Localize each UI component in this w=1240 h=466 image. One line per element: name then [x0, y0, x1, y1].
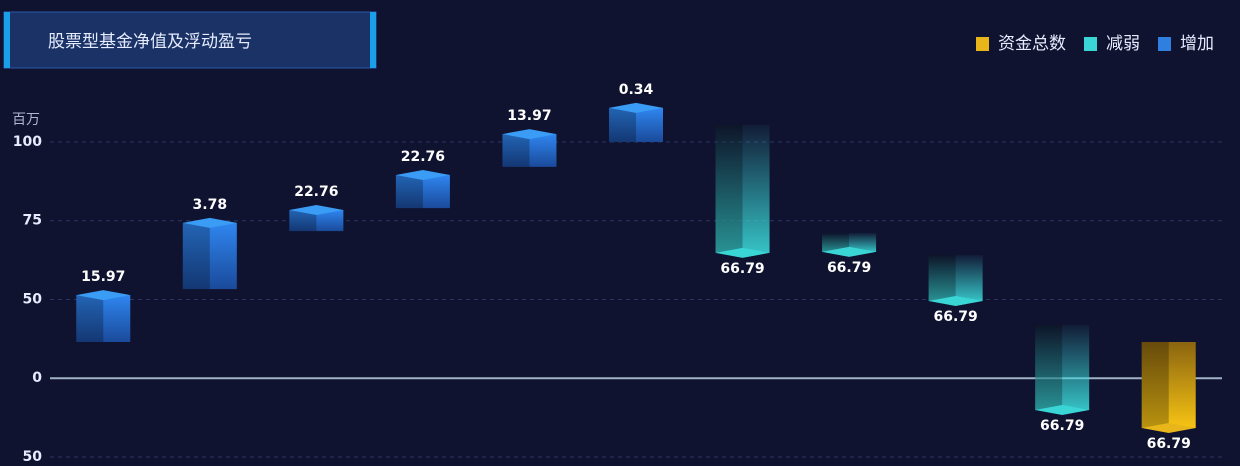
bar-shade — [928, 255, 956, 302]
bar-shade — [76, 295, 104, 343]
bar-shade — [502, 134, 530, 167]
bar-top — [289, 205, 344, 216]
legend-swatch — [976, 37, 989, 51]
y-tick-label: 50 — [23, 449, 43, 465]
bar-shade — [822, 233, 850, 252]
bar-shade — [1035, 324, 1063, 411]
bar-top — [609, 102, 663, 113]
chart-title: 股票型基金净值及浮动盈亏 — [48, 32, 252, 52]
bar-shade — [395, 175, 423, 209]
bar — [609, 107, 663, 142]
data-label: 66.79 — [1040, 418, 1084, 434]
legend-label: 资金总数 — [998, 34, 1066, 54]
y-tick-label: 50 — [23, 291, 43, 307]
bar-bottom — [1141, 423, 1196, 434]
bar-shade — [182, 222, 210, 290]
legend-label: 增加 — [1180, 34, 1214, 54]
bar — [715, 124, 770, 253]
bar — [182, 222, 237, 290]
y-unit: 百万 — [12, 112, 40, 128]
bar — [1035, 324, 1090, 411]
bar — [1141, 342, 1196, 429]
bar — [822, 233, 877, 252]
y-tick-label: 75 — [23, 213, 42, 229]
data-label: 66.79 — [827, 260, 871, 276]
data-label: 66.79 — [1147, 436, 1191, 452]
bar-bottom — [928, 296, 983, 307]
data-label: 22.76 — [401, 149, 445, 165]
y-tick-label: 0 — [32, 370, 42, 386]
bar-shade — [1141, 342, 1169, 429]
bar-top — [502, 129, 557, 140]
y-tick-label: 100 — [13, 134, 42, 150]
bar-top — [182, 217, 237, 228]
bar-shade — [289, 210, 317, 232]
legend-swatch — [1158, 37, 1171, 51]
data-label: 0.34 — [619, 82, 654, 98]
bar-bottom — [715, 247, 770, 258]
bar — [502, 134, 557, 167]
bar-top — [395, 170, 450, 181]
bar — [76, 295, 131, 343]
data-label: 66.79 — [933, 309, 977, 325]
bar-shade — [609, 107, 636, 142]
data-label: 3.78 — [193, 197, 228, 213]
bar — [289, 210, 344, 232]
bar-bottom — [1035, 405, 1090, 416]
title-accent — [370, 12, 376, 68]
data-label: 66.79 — [720, 261, 764, 277]
data-label: 13.97 — [507, 108, 551, 124]
bar — [395, 175, 450, 209]
legend-label: 减弱 — [1106, 34, 1140, 54]
data-label: 22.76 — [294, 184, 338, 200]
data-label: 15.97 — [81, 269, 125, 285]
title-accent — [4, 12, 10, 68]
title-box — [3, 11, 377, 69]
bar-shade — [715, 124, 743, 253]
legend-swatch — [1084, 37, 1097, 51]
bar-bottom — [822, 246, 877, 257]
bar-top — [76, 290, 131, 301]
bar — [928, 255, 983, 302]
